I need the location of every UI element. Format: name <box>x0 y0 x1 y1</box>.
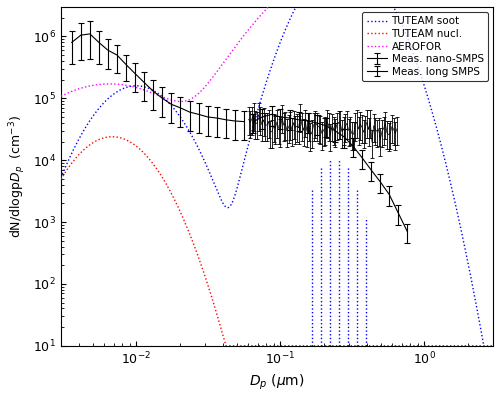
TUTEAM nucl. <box>224 344 230 348</box>
TUTEAM nucl. <box>436 344 442 348</box>
TUTEAM nucl. <box>133 144 139 148</box>
Line: TUTEAM soot: TUTEAM soot <box>61 0 493 399</box>
TUTEAM nucl. <box>482 344 488 348</box>
TUTEAM nucl. <box>490 344 496 348</box>
TUTEAM soot <box>133 83 139 88</box>
Y-axis label: dN/dlogp$D_p$  (cm$^{-3}$): dN/dlogp$D_p$ (cm$^{-3}$) <box>7 115 28 238</box>
Legend: TUTEAM soot, TUTEAM nucl., AEROFOR, Meas. nano-SMPS, Meas. long SMPS: TUTEAM soot, TUTEAM nucl., AEROFOR, Meas… <box>362 12 488 81</box>
AEROFOR <box>133 85 139 90</box>
X-axis label: $D_p$ ($\mu$m): $D_p$ ($\mu$m) <box>249 373 305 392</box>
TUTEAM soot <box>58 175 64 180</box>
Line: AEROFOR: AEROFOR <box>61 0 493 101</box>
TUTEAM soot <box>490 397 496 399</box>
AEROFOR <box>58 94 64 99</box>
TUTEAM soot <box>224 205 230 210</box>
TUTEAM nucl. <box>109 134 115 139</box>
TUTEAM soot <box>482 348 488 353</box>
AEROFOR <box>224 56 230 61</box>
TUTEAM nucl. <box>58 177 64 182</box>
TUTEAM soot <box>108 94 114 99</box>
AEROFOR <box>242 31 248 36</box>
AEROFOR <box>178 99 184 104</box>
TUTEAM nucl. <box>242 344 248 348</box>
AEROFOR <box>108 81 114 86</box>
TUTEAM nucl. <box>108 134 114 139</box>
TUTEAM soot <box>435 131 441 136</box>
Line: TUTEAM nucl.: TUTEAM nucl. <box>61 137 493 346</box>
TUTEAM soot <box>242 154 248 158</box>
TUTEAM nucl. <box>223 344 229 348</box>
